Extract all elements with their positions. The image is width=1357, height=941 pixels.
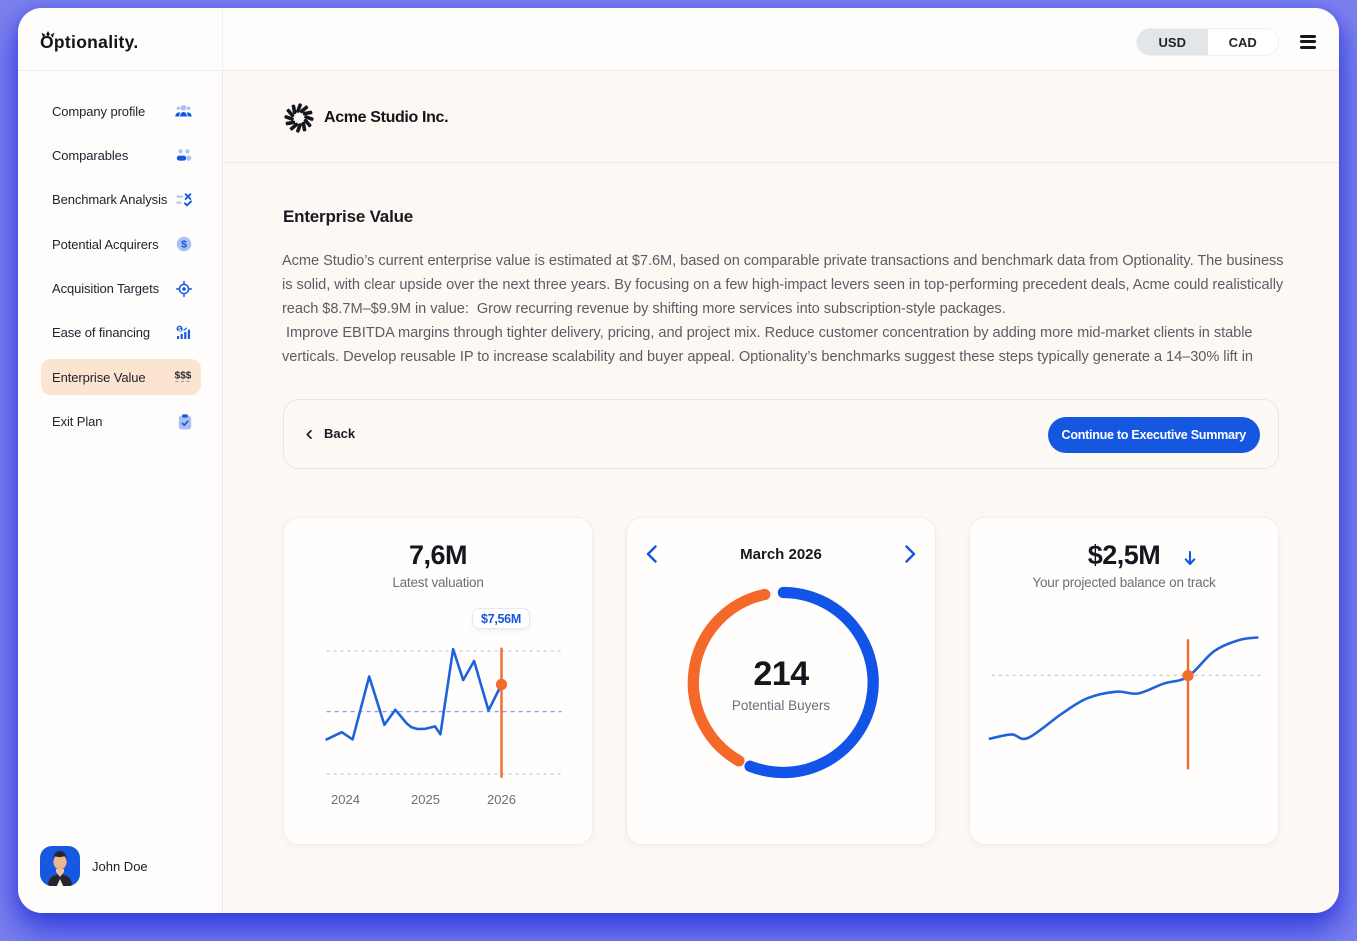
svg-text:$: $	[178, 327, 182, 333]
svg-text:$: $	[181, 239, 187, 251]
svg-text:$$$: $$$	[175, 370, 192, 381]
